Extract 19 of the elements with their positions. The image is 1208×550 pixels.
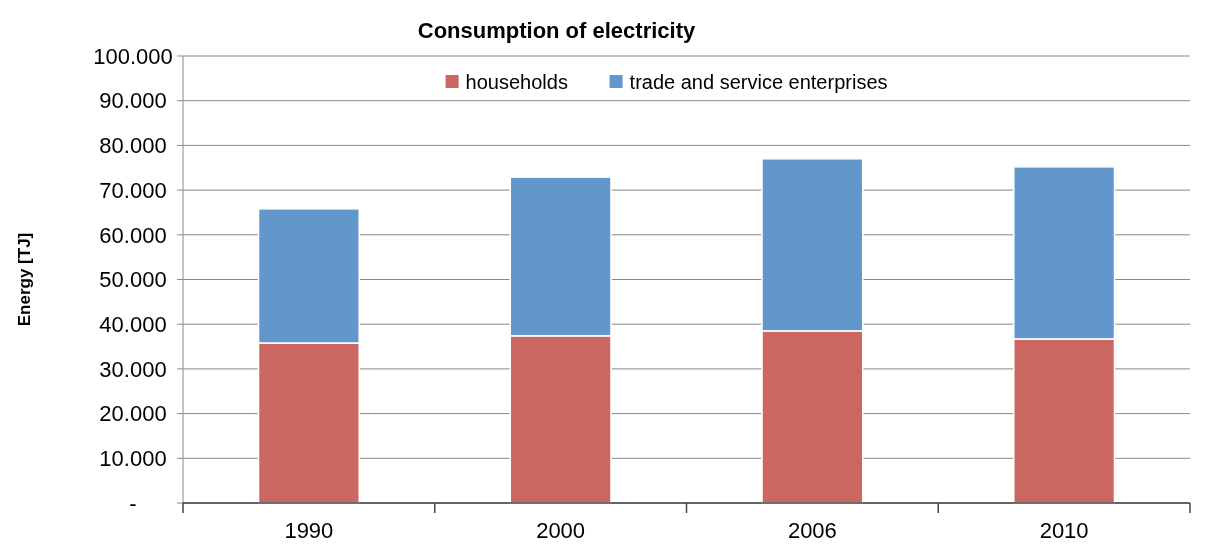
y-tick-label: 70.000: [99, 177, 167, 203]
y-tick-label: 30.000: [99, 356, 167, 382]
y-tick-label: 80.000: [99, 133, 167, 159]
legend-label: trade and service enterprises: [629, 71, 888, 93]
x-tick-label: 1990: [284, 518, 334, 543]
y-tick-label: 20.000: [99, 401, 167, 427]
y-tick-label: 60.000: [99, 222, 167, 248]
x-tick-label: 2010: [1039, 518, 1089, 543]
y-tick-label: -: [129, 490, 137, 516]
y-tick-label: 90.000: [99, 88, 167, 114]
x-tick-label: 2000: [536, 518, 586, 543]
legend-label: households: [465, 71, 568, 93]
y-tick-label: 10.000: [99, 446, 167, 471]
y-tick-label: 40.000: [99, 311, 167, 337]
y-tick-label: 50.000: [99, 267, 167, 293]
chart-title: Consumption of electricity: [417, 18, 696, 43]
y-axis-title: Energy [TJ]: [15, 232, 34, 327]
x-tick-label: 2006: [787, 518, 837, 543]
y-tick-label: 100.000: [93, 43, 173, 69]
